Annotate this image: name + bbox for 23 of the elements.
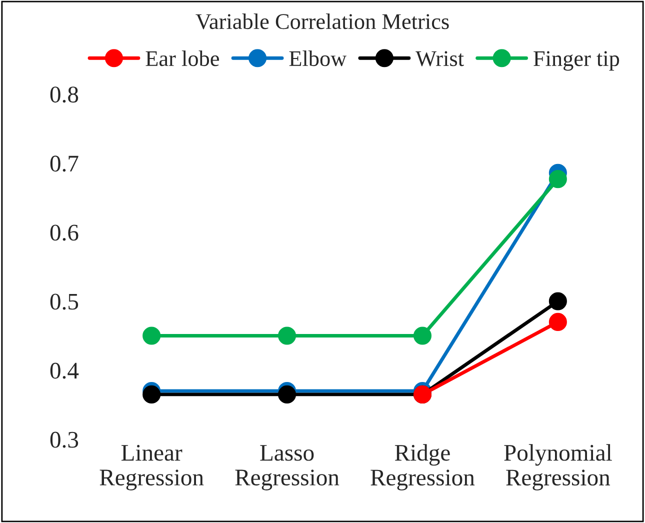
legend-label: Finger tip: [534, 51, 620, 71]
y-tick-label: 0.7: [50, 156, 78, 172]
point: [278, 326, 296, 345]
legend-label: Elbow: [289, 50, 347, 66]
y-tick-label: 0.4: [50, 362, 79, 379]
point: [278, 385, 296, 404]
x-tick-label: Linear Regression: [100, 444, 204, 490]
chart-title: Variable Correlation Metrics: [196, 13, 449, 30]
point: [548, 312, 567, 331]
x-tick-label: Polynomial Regression: [504, 444, 612, 490]
point: [142, 326, 161, 345]
y-tick-label: 0.6: [50, 224, 78, 241]
x-tick-label: Ridge Regression: [370, 444, 475, 490]
point: [548, 170, 567, 188]
point: [413, 326, 432, 345]
legend-label: Wrist: [416, 51, 464, 66]
point: [142, 385, 161, 404]
legend-label: Ear lobe: [146, 50, 219, 66]
y-tick-label: 0.3: [50, 432, 78, 448]
y-tick-label: 0.8: [50, 86, 78, 103]
point: [548, 292, 567, 310]
y-tick-label: 0.5: [50, 294, 78, 310]
x-tick-label: Lasso Regression: [235, 445, 340, 490]
